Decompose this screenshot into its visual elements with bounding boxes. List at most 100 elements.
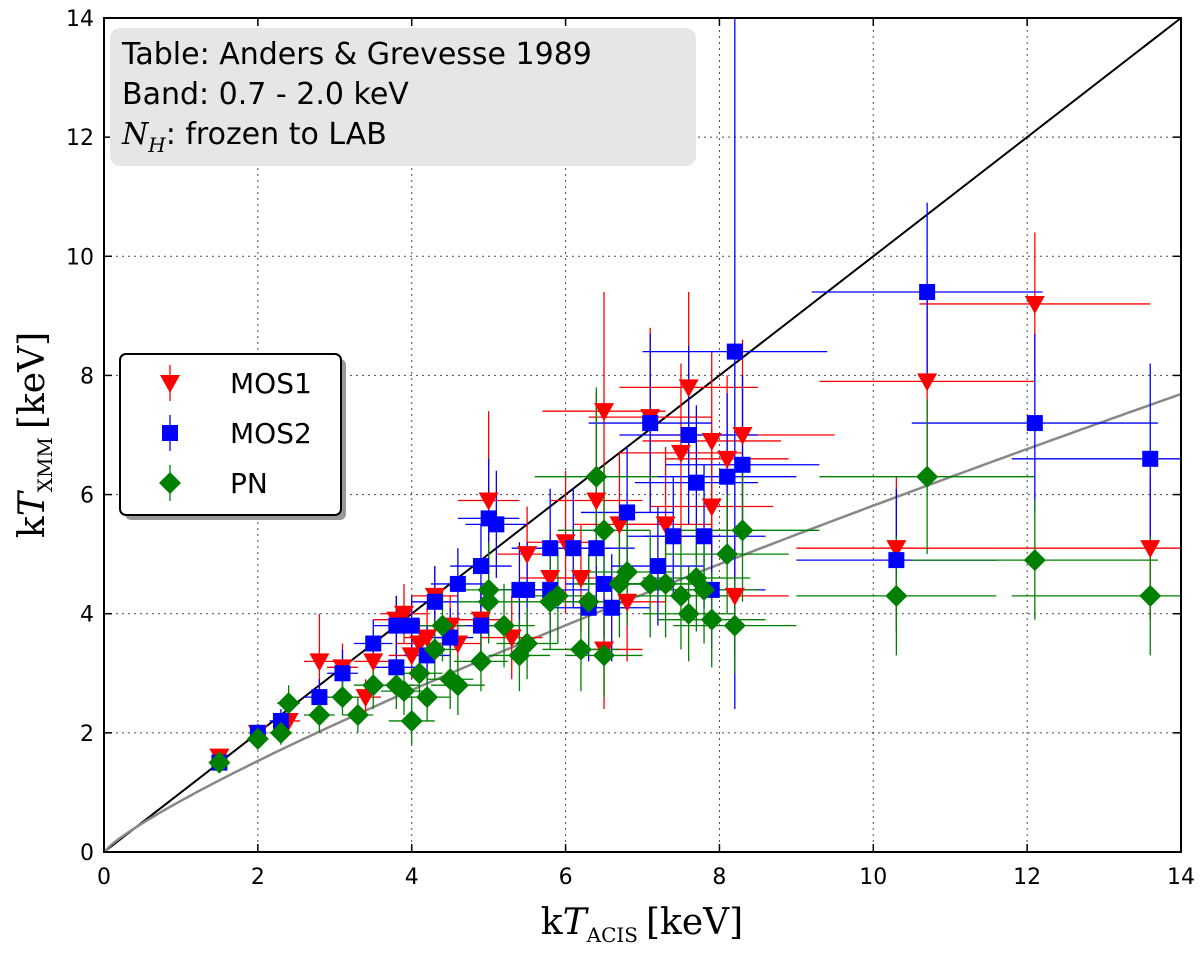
y-tick-label: 6 <box>80 484 94 509</box>
legend-label-mos1: MOS1 <box>230 367 312 400</box>
x-tick-label: 8 <box>712 865 726 890</box>
mos2-point <box>696 528 713 545</box>
legend-marker-mos2 <box>162 425 178 441</box>
pn-point <box>569 638 592 661</box>
pn-point <box>208 751 231 774</box>
y-axis-label-group: kTXMM [keV] <box>12 332 57 538</box>
legend-marker-pn <box>159 472 181 494</box>
y-tick-label: 2 <box>80 722 94 747</box>
mos2-point <box>334 665 351 682</box>
pn-point <box>423 638 446 661</box>
y-tick-label: 14 <box>66 7 94 32</box>
mos2-point <box>442 629 459 646</box>
pn-point <box>516 632 539 655</box>
mos1-point <box>540 569 561 588</box>
mos1-point <box>1024 295 1045 314</box>
pn-point <box>616 561 639 584</box>
mos1-point <box>586 492 607 511</box>
mos1-point <box>570 569 591 588</box>
annotation-nh-symbol: N <box>121 117 150 152</box>
y-tick-label: 0 <box>80 841 94 866</box>
annotation-nh-text: : frozen to LAB <box>166 117 387 152</box>
mos2-point <box>472 617 489 634</box>
y-tick-label: 8 <box>80 364 94 389</box>
mos1-point <box>732 427 753 445</box>
mos1-point <box>417 629 438 648</box>
pn-point <box>269 721 292 744</box>
pn-point <box>400 709 423 732</box>
mos1-point <box>401 647 422 666</box>
x-axis-label-unit: [keV] <box>646 902 743 943</box>
mos2-point <box>565 540 582 557</box>
pn-point <box>723 614 746 637</box>
mos1-point <box>363 653 384 672</box>
pn-point <box>393 680 416 703</box>
mos2-point <box>734 456 751 473</box>
mos1-point <box>1140 540 1161 559</box>
mos2-point <box>388 617 405 634</box>
pn-point <box>1023 549 1046 572</box>
mos2-point <box>649 558 666 575</box>
x-tick-label: 4 <box>405 865 419 890</box>
annotation-background <box>110 28 696 166</box>
mos1-point <box>355 689 376 708</box>
pn-point <box>677 602 700 625</box>
pn-point <box>593 644 616 667</box>
legend: MOS1 MOS2 PN <box>119 353 346 520</box>
mos2-point <box>719 468 736 485</box>
pn-point <box>493 614 516 637</box>
mos1-point <box>394 605 415 624</box>
pn-point <box>308 703 331 726</box>
x-axis-label-var: T <box>563 902 590 943</box>
y-axis-label-sub: XMM <box>33 437 57 492</box>
x-tick-label: 14 <box>1167 865 1195 890</box>
mos2-point <box>1142 450 1159 467</box>
y-axis-label: kTXMM [keV] <box>12 332 57 538</box>
mos2-point <box>365 635 382 652</box>
mos2-point <box>272 712 289 729</box>
mos2-point <box>519 581 536 598</box>
mos2-point <box>449 575 466 592</box>
annotation-line-1: Table: Anders & Grevesse 1989 <box>121 37 592 72</box>
mos1-point <box>917 373 938 392</box>
mos1-point <box>594 403 615 422</box>
y-axis-label-prefix: k <box>12 515 53 538</box>
mos2-point <box>919 284 936 301</box>
mos1-point <box>886 540 907 559</box>
x-tick-label: 6 <box>559 865 573 890</box>
legend-markers <box>159 365 181 501</box>
x-tick-label: 10 <box>859 865 887 890</box>
annotation-nh-subscript: H <box>147 133 166 157</box>
mos2-point <box>888 552 905 569</box>
x-tick-label: 12 <box>1013 865 1041 890</box>
plot-frame <box>103 17 1182 853</box>
mos1-point <box>478 492 499 511</box>
pn-point <box>331 686 354 709</box>
pn-point <box>885 584 908 607</box>
pn-point <box>654 572 677 595</box>
pn-point <box>593 519 616 542</box>
mos1-point <box>517 546 538 565</box>
mos2-point <box>542 540 559 557</box>
pn-point <box>693 578 716 601</box>
x-axis-label: kTACIS [keV] <box>541 902 743 947</box>
mos2-point <box>403 617 420 634</box>
mos2-point <box>388 659 405 676</box>
mos2-point <box>642 415 659 432</box>
pn-point <box>546 584 569 607</box>
legend-label-pn: PN <box>230 467 268 500</box>
data-markers <box>208 284 1162 774</box>
annotation-line-2: Band: 0.7 - 2.0 keV <box>122 77 409 112</box>
y-tick-label: 10 <box>66 245 94 270</box>
mos2-point <box>688 474 705 491</box>
pn-point <box>639 572 662 595</box>
mos2-point <box>1026 415 1043 432</box>
mos2-point <box>472 558 489 575</box>
pn-point <box>446 674 469 697</box>
pn-point <box>1139 584 1162 607</box>
pn-point <box>408 662 431 685</box>
pn-point <box>731 519 754 542</box>
mos2-point <box>726 343 743 360</box>
mos1-point <box>717 450 738 469</box>
